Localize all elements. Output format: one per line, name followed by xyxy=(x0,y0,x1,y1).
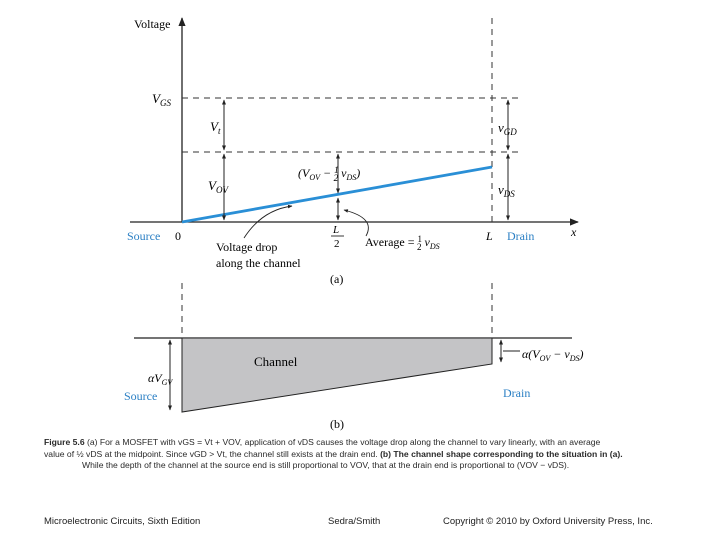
caption-line-1: Figure 5.6 (a) For a MOSFET with vGS = V… xyxy=(44,437,694,449)
footer-copyright: Copyright © 2010 by Oxford University Pr… xyxy=(443,516,653,527)
voltage-drop-label-2: along the channel xyxy=(216,256,301,270)
figure-caption: Figure 5.6 (a) For a MOSFET with vGS = V… xyxy=(44,437,694,472)
half-length-denominator: 2 xyxy=(334,238,340,250)
caption-text-2b: (b) The channel shape corresponding to t… xyxy=(380,448,623,459)
vov-label: VOV xyxy=(208,178,229,195)
length-label: L xyxy=(485,229,493,243)
voltage-axis-label: Voltage xyxy=(134,17,170,31)
vt-label: Vt xyxy=(210,119,221,136)
channel-region xyxy=(181,337,493,413)
panel-b-label: (b) xyxy=(330,417,344,431)
x-axis-label: x xyxy=(570,225,577,239)
drain-label-b: Drain xyxy=(503,386,530,400)
half-length-numerator: L xyxy=(332,224,339,236)
footer-book-title: Microelectronic Circuits, Sixth Edition xyxy=(44,516,201,527)
drain-label-a: Drain xyxy=(507,229,534,243)
origin-label: 0 xyxy=(175,229,181,243)
voltage-drop-label-1: Voltage drop xyxy=(216,240,277,254)
panel-b: Channel αVGV Source α(VOV − vDS) Drain (… xyxy=(124,283,584,431)
caption-text-1: (a) For a MOSFET with vGS = Vt + VOV, ap… xyxy=(86,437,601,447)
figure-number: Figure 5.6 xyxy=(44,437,85,447)
footer-authors: Sedra/Smith xyxy=(328,516,381,527)
vds-label: vDS xyxy=(498,182,515,199)
caption-line-2: value of ½ vDS at the midpoint. Since vG… xyxy=(44,449,694,461)
average-leader xyxy=(343,209,369,237)
drain-depth-label: α(VOV − vDS) xyxy=(522,347,584,363)
caption-line-3: While the depth of the channel at the so… xyxy=(82,460,570,471)
channel-voltage-line xyxy=(181,165,493,224)
channel-label: Channel xyxy=(254,354,298,369)
caption-text-2a: value of ½ vDS at the midpoint. Since vG… xyxy=(44,448,378,459)
vgs-label: VGS xyxy=(152,91,171,108)
panel-a-label: (a) xyxy=(330,272,343,286)
voltage-drop-leader xyxy=(243,204,293,239)
source-label-b: Source xyxy=(124,389,157,403)
source-label-a: Source xyxy=(127,229,160,243)
